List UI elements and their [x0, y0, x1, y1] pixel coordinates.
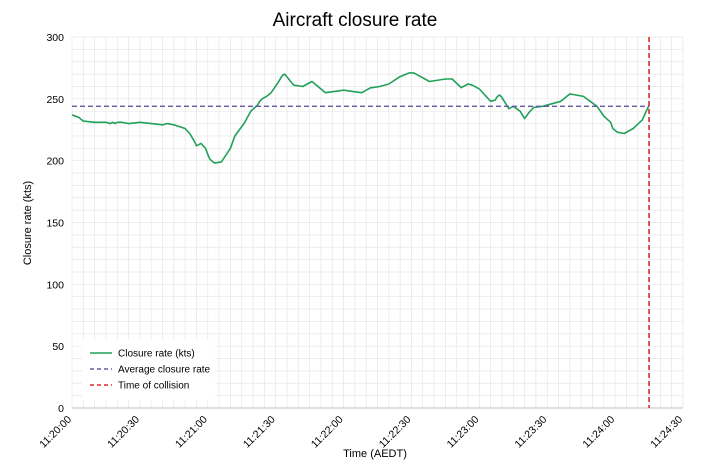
y-tick-labels: 0 50 100 150 200 250 300: [46, 32, 64, 415]
y-tick-label: 0: [58, 403, 64, 415]
series-lines: [71, 37, 650, 408]
y-tick-label: 150: [46, 218, 64, 230]
series-line-closure-rate: [71, 72, 650, 164]
x-tick-label: 11:21:30: [241, 414, 278, 451]
x-tick-label: 11:22:00: [309, 414, 346, 451]
legend: Closure rate (kts) Average closure rate …: [82, 340, 215, 400]
legend-label-average-closure-rate: Average closure rate: [118, 365, 211, 376]
legend-label-closure-rate: Closure rate (kts): [118, 349, 195, 360]
x-tick-label: 11:20:30: [105, 414, 142, 451]
x-tick-label: 11:20:00: [37, 414, 74, 451]
x-tick-label: 11:23:30: [513, 414, 550, 451]
y-tick-label: 100: [46, 279, 64, 291]
chart-title: Aircraft closure rate: [273, 10, 438, 31]
y-axis-label: Closure rate (kts): [22, 181, 34, 265]
legend-label-time-of-collision: Time of collision: [118, 381, 189, 392]
y-tick-label: 50: [52, 341, 64, 353]
legend-box: [82, 340, 215, 400]
x-tick-labels: 11:20:00 11:20:30 11:21:00 11:21:30 11:22:00…: [37, 414, 685, 451]
y-tick-label: 250: [46, 94, 64, 106]
x-tick-label: 11:21:00: [173, 414, 210, 451]
x-tick-label: 11:23:00: [445, 414, 482, 451]
x-axis-label: Time (AEDT): [343, 448, 407, 460]
y-tick-label: 200: [46, 156, 64, 168]
y-tick-label: 300: [46, 32, 64, 44]
x-tick-label: 11:22:30: [377, 414, 414, 451]
x-tick-label: 11:24:00: [580, 414, 617, 451]
x-tick-label: 11:24:30: [648, 414, 685, 451]
